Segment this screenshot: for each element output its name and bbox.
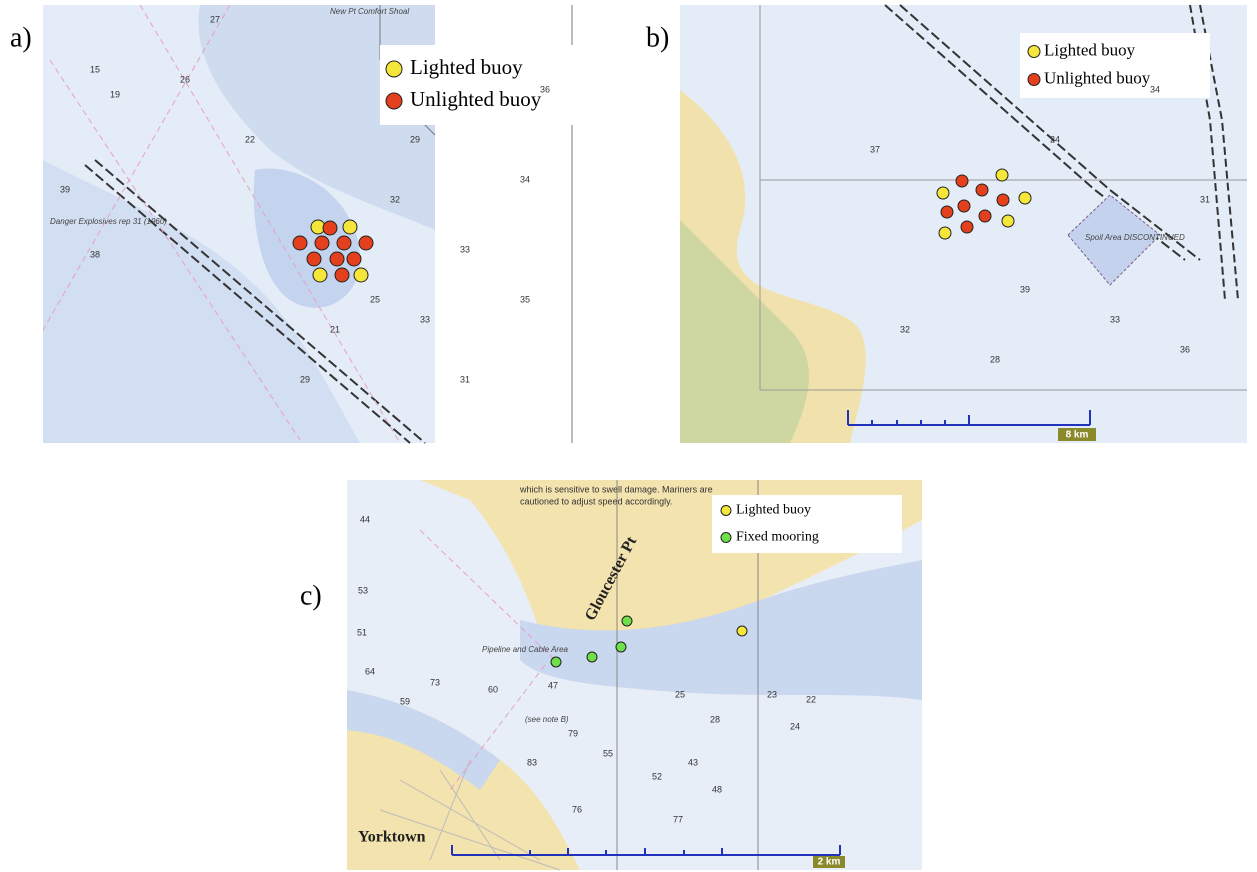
sounding: 47	[548, 680, 558, 690]
sounding: 28	[710, 714, 720, 724]
legend-label: Unlighted buoy	[410, 87, 542, 111]
scale-label: 2 km	[818, 857, 841, 868]
sounding: 73	[430, 677, 440, 687]
sounding: 33	[420, 314, 430, 324]
sounding: 32	[390, 194, 400, 204]
legend-marker	[1027, 45, 1041, 58]
sounding: 21	[330, 324, 340, 334]
sounding: 25	[370, 294, 380, 304]
sounding: 27	[210, 14, 220, 24]
place-name: Yorktown	[358, 829, 426, 846]
legend-marker	[385, 60, 403, 78]
panel-label: a)	[10, 22, 32, 53]
legend-label: Fixed mooring	[736, 530, 819, 545]
legend-label: Lighted buoy	[736, 503, 811, 518]
sounding: 76	[572, 804, 582, 814]
panel-label: c)	[300, 580, 322, 611]
sounding: 59	[400, 696, 410, 706]
place-name: Danger Explosives rep 31 (1960)	[50, 217, 167, 226]
legend-box	[380, 45, 580, 125]
sounding: 64	[365, 666, 375, 676]
sounding: 31	[1200, 194, 1210, 204]
place-name: (see note B)	[525, 715, 569, 724]
sounding: 39	[60, 184, 70, 194]
sounding: 33	[460, 244, 470, 254]
map-a	[42, 4, 573, 444]
sounding: 60	[488, 684, 498, 694]
sounding: 34	[1150, 84, 1160, 94]
chart-note: which is sensitive to swell damage. Mari…	[519, 484, 713, 494]
place-name: New Pt Comfort Shoal	[330, 7, 409, 16]
buoys-c	[550, 615, 748, 668]
sounding: 22	[245, 134, 255, 144]
legend-box	[712, 495, 902, 553]
legend-label: Lighted buoy	[1044, 40, 1136, 59]
scale-label: 8 km	[1066, 430, 1089, 441]
sounding: 19	[110, 89, 120, 99]
sounding: 39	[1020, 284, 1030, 294]
legend-label: Unlighted buoy	[1044, 68, 1151, 87]
sounding: 24	[1050, 134, 1060, 144]
sounding: 36	[1180, 344, 1190, 354]
sounding: 24	[790, 721, 800, 731]
legend-label: Lighted buoy	[410, 55, 523, 79]
panel-label: b)	[646, 22, 669, 53]
place-name: Spoil Area DISCONTINUED	[1085, 233, 1185, 242]
sounding: 51	[357, 627, 367, 637]
sounding: 38	[90, 249, 100, 259]
buoys-a	[292, 219, 374, 283]
sounding: 33	[1110, 314, 1120, 324]
legend-box	[1020, 33, 1210, 98]
buoys-b	[936, 168, 1032, 240]
sounding: 36	[540, 84, 550, 94]
sounding: 77	[673, 814, 683, 824]
sounding: 44	[360, 514, 370, 524]
legend-marker	[1027, 73, 1041, 86]
sounding: 31	[460, 374, 470, 384]
sounding: 43	[688, 757, 698, 767]
sounding: 37	[870, 144, 880, 154]
legend-marker	[720, 505, 732, 516]
sounding: 28	[990, 354, 1000, 364]
sounding: 26	[180, 74, 190, 84]
sounding: 29	[410, 134, 420, 144]
sounding: 29	[300, 374, 310, 384]
sounding: 52	[652, 771, 662, 781]
sounding: 35	[520, 294, 530, 304]
sounding: 32	[900, 324, 910, 334]
sounding: 83	[527, 757, 537, 767]
sounding: 34	[520, 174, 530, 184]
sounding: 48	[712, 784, 722, 794]
chart-note: cautioned to adjust speed accordingly.	[520, 496, 672, 506]
sounding: 53	[358, 585, 368, 595]
sounding: 79	[568, 728, 578, 738]
sounding: 55	[603, 748, 613, 758]
sounding: 25	[675, 689, 685, 699]
legend-marker	[720, 532, 732, 543]
sounding: 23	[767, 689, 777, 699]
sounding: 15	[90, 64, 100, 74]
legend-marker	[385, 92, 403, 110]
place-name: Pipeline and Cable Area	[482, 645, 569, 654]
sounding: 22	[806, 694, 816, 704]
